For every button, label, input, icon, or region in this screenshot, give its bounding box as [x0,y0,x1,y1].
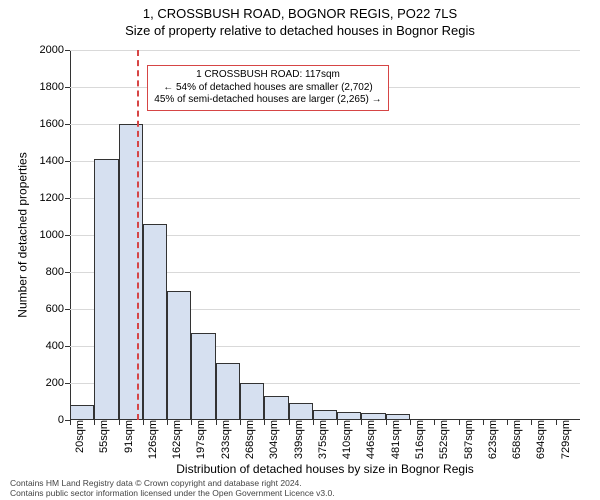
x-tick-label: 375sqm [313,420,329,459]
x-tick-label: 694sqm [531,420,547,459]
x-tick-label: 304sqm [264,420,280,459]
histogram-bar [361,413,385,420]
callout-row: 45% of semi-detached houses are larger (… [154,94,381,107]
histogram-bar [216,363,240,420]
histogram-bar [240,383,264,420]
x-tick-label: 516sqm [410,420,426,459]
y-tick-label: 800 [46,266,70,278]
x-tick-label: 446sqm [361,420,377,459]
title-line-1: 1, CROSSBUSH ROAD, BOGNOR REGIS, PO22 7L… [0,6,600,23]
x-tick-label: 410sqm [337,420,353,459]
x-tick-label: 658sqm [507,420,523,459]
x-tick-label: 587sqm [459,420,475,459]
callout-row: 1 CROSSBUSH ROAD: 117sqm [154,69,381,82]
x-tick-label: 623sqm [483,420,499,459]
y-tick-label: 2000 [40,44,70,56]
y-tick-label: 1400 [40,155,70,167]
y-tick-label: 1800 [40,81,70,93]
x-tick-label: 126sqm [143,420,159,459]
histogram-bar [70,405,94,420]
y-tick-label: 600 [46,303,70,315]
y-tick-label: 400 [46,340,70,352]
histogram-bar [191,333,215,420]
callout-line [137,50,139,420]
gridline [70,124,580,125]
x-tick-label: 481sqm [386,420,402,459]
x-tick-label: 339sqm [289,420,305,459]
histogram-bar [143,224,167,420]
histogram-bar [289,403,313,420]
x-tick-label: 91sqm [119,420,135,453]
gridline [70,161,580,162]
x-axis-title: Distribution of detached houses by size … [70,462,580,476]
histogram-bar [313,410,337,420]
footer-line-2: Contains public sector information licen… [10,488,590,498]
y-tick-label: 1000 [40,229,70,241]
callout-box: 1 CROSSBUSH ROAD: 117sqm← 54% of detache… [147,65,388,111]
x-tick-label: 197sqm [191,420,207,459]
histogram-bar [264,396,288,420]
histogram-bar [167,291,191,421]
gridline [70,198,580,199]
footer-attribution: Contains HM Land Registry data © Crown c… [10,478,590,498]
title-line-2: Size of property relative to detached ho… [0,23,600,40]
chart-title-block: 1, CROSSBUSH ROAD, BOGNOR REGIS, PO22 7L… [0,0,600,40]
chart-plot-area: 020040060080010001200140016001800200020s… [70,50,580,420]
x-tick-label: 20sqm [70,420,86,453]
x-tick-label: 268sqm [240,420,256,459]
x-tick-label: 55sqm [94,420,110,453]
x-tick-label: 162sqm [167,420,183,459]
histogram-bar [94,159,118,420]
y-tick-label: 0 [58,414,70,426]
y-tick-label: 200 [46,377,70,389]
gridline [70,50,580,51]
x-tick-label: 233sqm [216,420,232,459]
footer-line-1: Contains HM Land Registry data © Crown c… [10,478,590,488]
callout-row: ← 54% of detached houses are smaller (2,… [154,82,381,95]
x-tick-label: 729sqm [556,420,572,459]
x-tick-label: 552sqm [434,420,450,459]
y-axis-title: Number of detached properties [16,50,30,420]
y-axis-title-text: Number of detached properties [16,152,30,317]
y-tick-label: 1600 [40,118,70,130]
histogram-bar [337,412,361,420]
y-tick-label: 1200 [40,192,70,204]
